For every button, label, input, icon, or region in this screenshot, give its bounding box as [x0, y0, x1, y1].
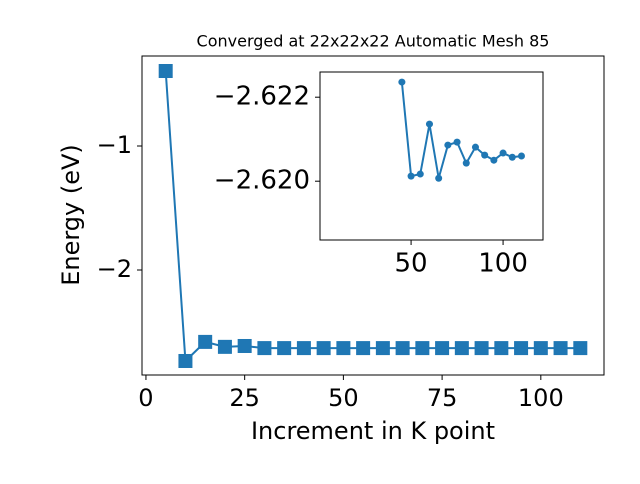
x-tick-label: 100 [478, 249, 528, 279]
marker [415, 341, 430, 356]
series-line [164, 70, 581, 364]
marker [444, 141, 452, 149]
marker [375, 341, 390, 356]
plot-area [319, 71, 544, 241]
marker [435, 174, 443, 182]
y-axis-label: Energy (eV) [57, 144, 85, 286]
marker [490, 156, 498, 164]
marker [453, 138, 461, 146]
marker [395, 341, 410, 356]
marker [316, 341, 331, 356]
marker [474, 341, 489, 356]
y-tick-label: −2.622 [214, 82, 310, 112]
x-tick-label: 50 [328, 384, 359, 412]
marker [198, 334, 213, 349]
marker [462, 159, 470, 167]
marker [178, 353, 193, 368]
marker [435, 341, 450, 356]
marker [499, 149, 507, 157]
x-tick-label: 50 [395, 249, 428, 279]
marker [398, 78, 406, 86]
marker [425, 120, 433, 128]
marker [217, 339, 232, 354]
marker [257, 341, 272, 356]
marker [517, 152, 525, 160]
marker [514, 341, 529, 356]
marker [508, 153, 516, 161]
marker [481, 151, 489, 159]
x-axis-label: Increment in K point [251, 417, 495, 445]
y-tick-label: −2 [97, 255, 132, 283]
marker [573, 341, 588, 356]
marker [533, 341, 548, 356]
marker [158, 64, 173, 79]
marker [494, 341, 509, 356]
y-tick-label: −1 [97, 131, 132, 159]
marker [237, 338, 252, 353]
x-tick-label: 75 [427, 384, 458, 412]
x-tick-label: 25 [229, 384, 260, 412]
x-tick-label: 100 [518, 384, 564, 412]
marker [336, 341, 351, 356]
marker [277, 341, 292, 356]
marker [356, 341, 371, 356]
x-tick-label: 0 [138, 384, 153, 412]
marker [553, 341, 568, 356]
chart-title: Converged at 22x22x22 Automatic Mesh 85 [197, 32, 550, 51]
marker [416, 170, 424, 178]
marker [296, 341, 311, 356]
marker [471, 143, 479, 151]
marker [407, 172, 415, 180]
marker [454, 341, 469, 356]
y-tick-label: −2.620 [214, 166, 310, 196]
